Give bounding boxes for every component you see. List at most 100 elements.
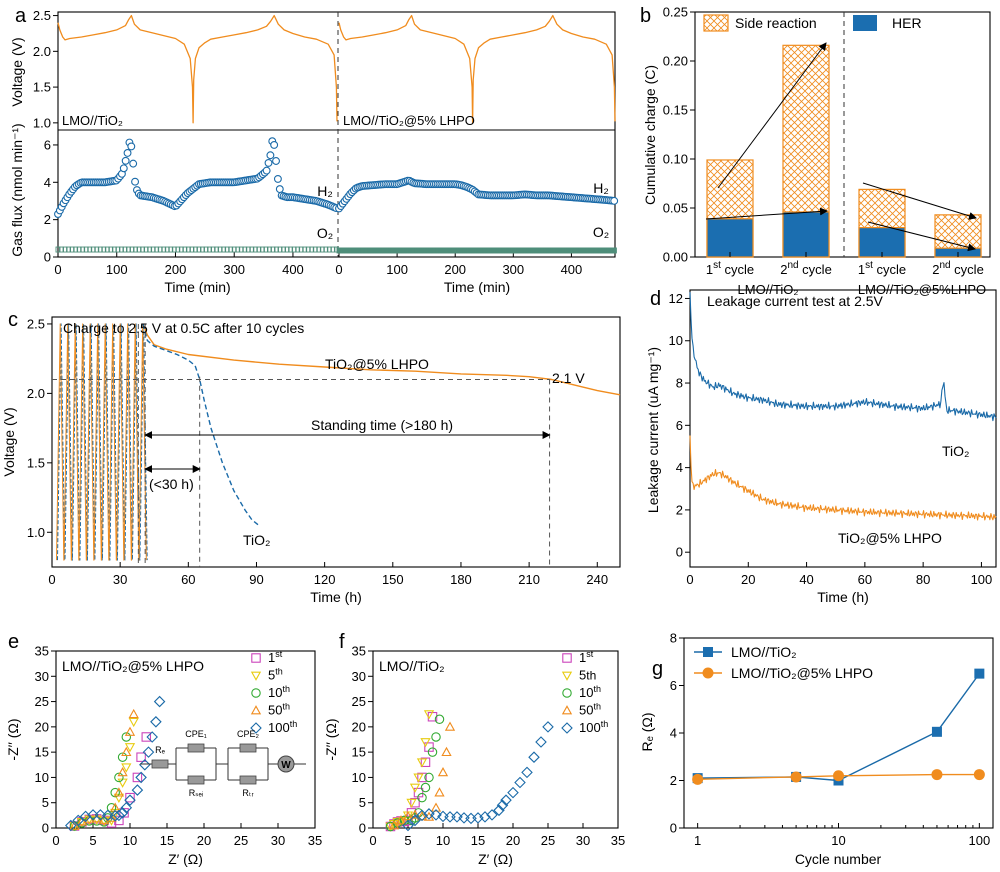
circuit-cpe <box>187 743 205 753</box>
c-x-tick-label: 120 <box>314 572 336 587</box>
a-h2-point <box>131 177 140 186</box>
a-h2-right-label: H₂ <box>593 180 609 196</box>
d-y-tick-label: 0 <box>676 545 683 560</box>
a-o2-point <box>154 246 160 253</box>
f-point-100th <box>507 786 519 799</box>
c-y-tick-label: 2.0 <box>27 386 45 401</box>
f-y-tick-label: 0 <box>359 821 366 836</box>
a-o2-point <box>203 246 209 253</box>
circuit-label: Rₑ <box>155 745 165 755</box>
d-x-tick-label: 20 <box>741 572 755 587</box>
e-point-1st <box>141 732 152 742</box>
d-y-tick-label: 4 <box>676 460 683 475</box>
f-point-1st <box>417 772 427 783</box>
d-x-tick-label: 60 <box>858 572 872 587</box>
a-xlabel: Time (min) <box>164 279 230 295</box>
a-o2-point <box>288 246 294 253</box>
panel-c-frame <box>51 316 621 568</box>
e-point-50th <box>106 812 117 822</box>
a-o2-point <box>108 246 114 253</box>
f-point-100th <box>535 736 547 748</box>
a-o2-point <box>97 246 103 253</box>
d-lhpo-label: TiO₂@5% LHPO <box>838 530 942 546</box>
e-legend-marker <box>250 705 262 715</box>
f-point-10th <box>424 772 434 783</box>
e-point-10th <box>114 772 124 783</box>
g-point-lhpo <box>692 773 704 785</box>
a-h2-point <box>127 142 136 151</box>
g-x-tick-label: 1 <box>694 833 701 848</box>
f-legend-label: 1st <box>579 649 594 665</box>
f-x-tick-label: 10 <box>436 833 450 848</box>
e-y-tick-label: 30 <box>35 669 49 684</box>
b-arrow <box>867 221 976 252</box>
e-point-10th <box>106 803 117 813</box>
panel-b-frame <box>694 11 991 258</box>
panel-label: g <box>652 658 663 680</box>
f-ylabel: -Z′′ (Ω) <box>323 718 339 760</box>
d-x-tick-label: 40 <box>799 572 813 587</box>
a-o2-point <box>196 246 202 253</box>
a-o2-point <box>277 246 283 253</box>
f-point-100th <box>500 794 512 806</box>
e-point-100th <box>131 784 144 796</box>
c-title: Charge to 2.5 V at 0.5C after 10 cycles <box>63 320 304 336</box>
f-xlabel: Z′ (Ω) <box>478 851 513 867</box>
e-point-50th <box>124 726 136 736</box>
e-point-50th <box>128 708 139 719</box>
a-o2-point <box>164 246 170 253</box>
a-o2-point <box>192 246 198 253</box>
g-y-tick-label: 0 <box>670 821 677 836</box>
e-y-tick-label: 20 <box>35 719 49 734</box>
f-point-100th <box>528 751 540 763</box>
a-o2-point <box>284 246 290 253</box>
b-legend-her-swatch <box>853 15 877 31</box>
circuit-label: CPE₁ <box>185 729 207 739</box>
a-o2-point <box>55 246 61 253</box>
a-h2-point <box>262 166 271 175</box>
a-o2-point <box>263 246 269 253</box>
panel-d-frame <box>689 289 997 568</box>
g-y-tick-label: 4 <box>670 726 677 741</box>
a-o2-point <box>150 246 156 253</box>
a-o2-point <box>611 247 617 254</box>
e-point-100th <box>142 746 155 758</box>
f-point-100th <box>514 776 526 789</box>
e-x-tick-label: 0 <box>52 833 59 848</box>
a-gas-ylabel: Gas flux (nmol min⁻¹) <box>9 123 25 256</box>
panel-label: d <box>650 288 661 310</box>
a-o2-point <box>94 246 100 253</box>
c-y-tick-label: 2.5 <box>27 316 45 331</box>
e-point-100th <box>79 810 92 823</box>
f-point-100th <box>402 819 414 832</box>
a-time-x-tick-label: 200 <box>165 262 187 277</box>
g-legend-label: LMO//TiO₂@5% LHPO <box>731 665 873 681</box>
e-point-50th <box>121 746 132 757</box>
e-title: LMO//TiO₂@5% LHPO <box>62 658 204 674</box>
a-h2-point <box>275 185 284 194</box>
e-x-tick-label: 30 <box>271 833 285 848</box>
c-x-tick-label: 180 <box>450 572 472 587</box>
a-o2-point <box>221 246 227 253</box>
e-legend-label: 5th <box>268 667 283 683</box>
e-x-tick-label: 15 <box>160 833 174 848</box>
a-o2-point <box>295 246 301 253</box>
a-voltage-line <box>57 14 338 124</box>
g-legend-label: LMO//TiO₂ <box>731 644 797 660</box>
e-point-50th <box>113 787 125 797</box>
a-o2-point <box>224 246 230 253</box>
d-y-tick-label: 10 <box>669 333 683 348</box>
e-legend-label: 10th <box>268 684 290 700</box>
f-point-100th <box>479 811 491 823</box>
g-ylabel: Rₑ (Ω) <box>639 713 655 752</box>
e-point-100th <box>102 809 114 822</box>
a-o2-point <box>115 246 121 253</box>
circuit-resistor <box>239 775 257 785</box>
a-o2-point <box>207 246 212 253</box>
a-o2-point <box>175 246 181 253</box>
panel-label: c <box>8 309 18 331</box>
a-o2-point <box>259 246 265 253</box>
c-ylabel: Voltage (V) <box>1 407 17 476</box>
a-o2-point <box>136 246 142 253</box>
a-voltage-line <box>338 14 616 124</box>
